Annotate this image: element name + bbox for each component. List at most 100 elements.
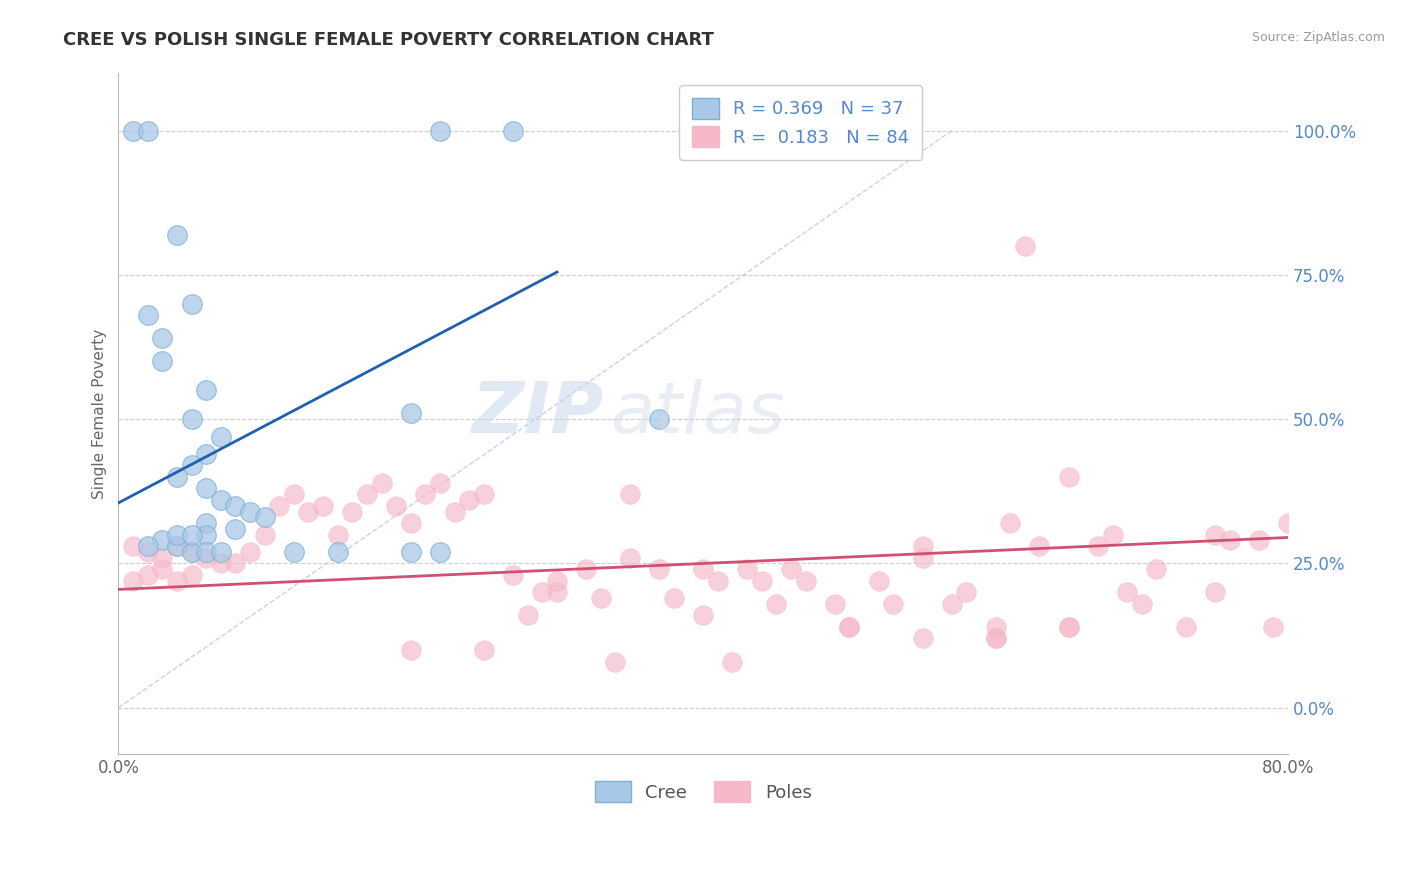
Point xyxy=(122,539,145,553)
Point xyxy=(1116,585,1139,599)
Point xyxy=(356,487,378,501)
Point xyxy=(209,557,232,571)
Point xyxy=(180,297,202,311)
Point xyxy=(692,608,714,623)
Point xyxy=(180,568,202,582)
Point xyxy=(180,458,202,473)
Point xyxy=(458,493,481,508)
Point xyxy=(1204,527,1226,541)
Text: CREE VS POLISH SINGLE FEMALE POVERTY CORRELATION CHART: CREE VS POLISH SINGLE FEMALE POVERTY COR… xyxy=(63,31,714,49)
Text: ZIP: ZIP xyxy=(471,379,603,448)
Point xyxy=(415,487,437,501)
Point xyxy=(136,545,159,559)
Point xyxy=(721,655,744,669)
Point xyxy=(868,574,890,588)
Point xyxy=(531,585,554,599)
Point xyxy=(122,124,145,138)
Text: atlas: atlas xyxy=(610,379,785,448)
Point xyxy=(399,545,422,559)
Point xyxy=(516,608,538,623)
Point xyxy=(941,597,963,611)
Point xyxy=(1204,585,1226,599)
Point xyxy=(136,539,159,553)
Point xyxy=(502,124,524,138)
Point xyxy=(166,470,188,484)
Point xyxy=(1000,516,1022,530)
Point xyxy=(166,574,188,588)
Point xyxy=(838,620,860,634)
Point xyxy=(429,475,451,490)
Point xyxy=(166,227,188,242)
Point xyxy=(1174,620,1197,634)
Point xyxy=(546,574,568,588)
Point xyxy=(911,550,934,565)
Point xyxy=(195,384,218,398)
Point xyxy=(1130,597,1153,611)
Point xyxy=(283,487,305,501)
Point xyxy=(150,533,173,548)
Point xyxy=(385,499,408,513)
Y-axis label: Single Female Poverty: Single Female Poverty xyxy=(93,328,107,499)
Point xyxy=(150,331,173,345)
Point xyxy=(150,354,173,368)
Point xyxy=(269,499,291,513)
Point xyxy=(984,632,1007,646)
Point xyxy=(166,539,188,553)
Point xyxy=(209,429,232,443)
Point xyxy=(1014,239,1036,253)
Point xyxy=(136,124,159,138)
Point xyxy=(180,545,202,559)
Point xyxy=(370,475,392,490)
Point xyxy=(1144,562,1167,576)
Point xyxy=(122,574,145,588)
Point xyxy=(546,585,568,599)
Point xyxy=(692,562,714,576)
Point xyxy=(765,597,787,611)
Point xyxy=(824,597,846,611)
Point xyxy=(1247,533,1270,548)
Point xyxy=(195,516,218,530)
Point xyxy=(443,504,465,518)
Point xyxy=(984,620,1007,634)
Point xyxy=(838,620,860,634)
Point xyxy=(195,527,218,541)
Point xyxy=(326,527,349,541)
Point xyxy=(605,655,627,669)
Point xyxy=(297,504,319,518)
Point xyxy=(180,527,202,541)
Point xyxy=(911,539,934,553)
Point xyxy=(209,493,232,508)
Point xyxy=(312,499,335,513)
Point xyxy=(224,522,246,536)
Point xyxy=(1263,620,1285,634)
Point xyxy=(224,557,246,571)
Point xyxy=(882,597,904,611)
Point xyxy=(472,487,495,501)
Point xyxy=(648,562,671,576)
Point xyxy=(1277,516,1299,530)
Point xyxy=(735,562,758,576)
Point xyxy=(502,568,524,582)
Point xyxy=(575,562,598,576)
Point xyxy=(619,550,641,565)
Point xyxy=(619,487,641,501)
Point xyxy=(751,574,773,588)
Point xyxy=(662,591,685,605)
Point xyxy=(136,568,159,582)
Point xyxy=(209,545,232,559)
Point xyxy=(1218,533,1240,548)
Point xyxy=(399,516,422,530)
Legend: Cree, Poles: Cree, Poles xyxy=(588,774,818,810)
Point xyxy=(136,309,159,323)
Point xyxy=(472,643,495,657)
Text: Source: ZipAtlas.com: Source: ZipAtlas.com xyxy=(1251,31,1385,45)
Point xyxy=(180,412,202,426)
Point xyxy=(195,482,218,496)
Point xyxy=(399,643,422,657)
Point xyxy=(195,447,218,461)
Point xyxy=(794,574,817,588)
Point xyxy=(429,124,451,138)
Point xyxy=(1028,539,1050,553)
Point xyxy=(1087,539,1109,553)
Point xyxy=(399,406,422,420)
